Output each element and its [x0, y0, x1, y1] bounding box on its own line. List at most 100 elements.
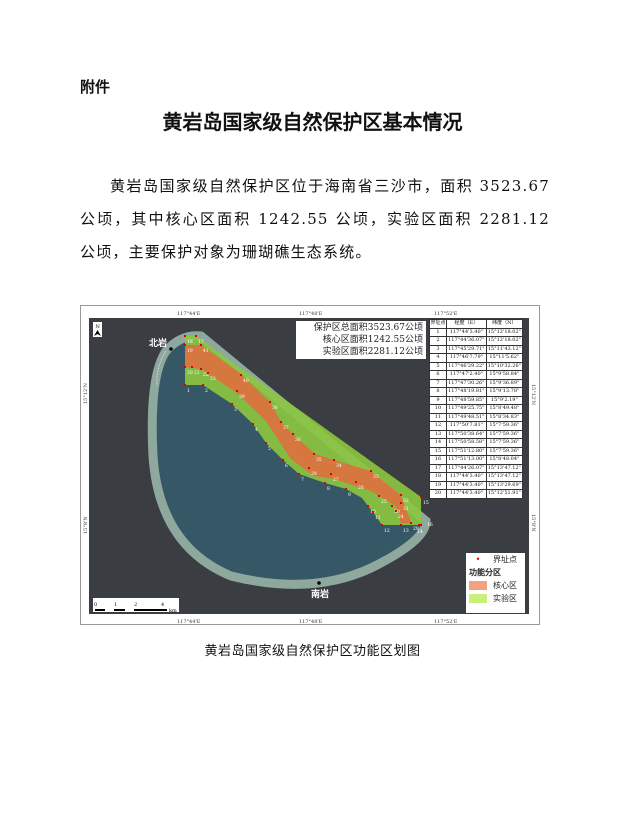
- boundary-point-label: 15: [423, 500, 429, 506]
- table-cell: 15°12'18.02": [485, 327, 524, 337]
- table-cell: 15°8'48.04": [485, 455, 524, 465]
- boundary-point: [400, 494, 402, 496]
- table-cell: 18: [429, 472, 447, 482]
- zoning-map: 18 17 19 41 20 21 22 23 1 2 40 3 39 4 38 5 37 6 36 35 7 34 8 33…: [80, 305, 540, 625]
- table-cell: 117°44'26.07": [445, 463, 487, 473]
- boundary-point-label: 6: [285, 463, 288, 469]
- table-cell: 15°11'5.62": [485, 353, 524, 363]
- boundary-point-label: 28: [311, 471, 317, 477]
- right-tick: 15°8'N: [530, 514, 536, 532]
- table-cell: 117°44'3.40": [445, 480, 487, 490]
- right-tick: 15°12'N: [530, 384, 536, 406]
- boundary-point-label: 34: [336, 463, 342, 469]
- table-cell: 4: [429, 353, 447, 363]
- boundary-point: [207, 372, 209, 374]
- table-cell: 15°7'59.36": [485, 429, 524, 439]
- boundary-point-label: 21: [194, 370, 200, 376]
- boundary-point-label: 3: [234, 407, 237, 413]
- table-cell: 117°44'36.07": [445, 336, 487, 346]
- north-arrow-shape: [94, 330, 101, 336]
- experimental-area: 实验区面积2281.12公顷: [322, 347, 423, 357]
- table-cell: 15°11'43.12": [485, 344, 524, 354]
- bottom-tick: 117°48'E: [299, 619, 323, 625]
- legend-label: 核心区: [493, 581, 517, 590]
- boundary-point: [282, 459, 284, 461]
- table-cell: 15°8'49.48": [485, 404, 524, 414]
- left-tick: 15°12'N: [83, 382, 89, 404]
- legend-experimental: 实验区: [466, 592, 525, 605]
- table-cell: 117°46'29.22": [445, 361, 487, 371]
- table-cell: 15°10'32.26": [485, 361, 524, 371]
- boundary-point: [269, 401, 271, 403]
- scale-label: 1: [114, 602, 117, 608]
- scale-bar-segment: [105, 609, 114, 611]
- legend-core: 核心区: [466, 579, 525, 592]
- boundary-point: [195, 335, 197, 337]
- boundary-point-label: 1: [187, 388, 190, 394]
- boundary-point: [191, 366, 193, 368]
- boundary-point: [313, 453, 315, 455]
- table-row: 12 117°50'7.81" 15°7'59.36": [429, 421, 524, 431]
- table-header: 纬度（N）: [485, 319, 524, 329]
- boundary-point-label: 16: [427, 522, 433, 528]
- table-cell: 117°50'58.58": [445, 438, 487, 448]
- table-row: 10 117°49'25.75" 15°8'49.48": [429, 404, 524, 414]
- south-rock-label: 南岩: [311, 588, 329, 600]
- table-cell: 15°7'59.36": [485, 438, 524, 448]
- core-area: 核心区面积1242.55公顷: [322, 335, 423, 345]
- boundary-point: [370, 470, 372, 472]
- boundary-coordinates-table: 界址点 经度（E） 纬度（N） 1 117°44'3.40" 15°12'18.02…: [429, 319, 524, 499]
- table-cell: 117°44'3.40": [445, 472, 487, 482]
- boundary-point: [200, 368, 202, 370]
- scale-bar-segment: [125, 609, 134, 611]
- area-summary-box: 保护区总面积3523.67公顷 核心区面积1242.55公顷 实验区面积2281…: [296, 321, 426, 359]
- page-title: 黄岩岛国家级自然保护区基本情况: [162, 110, 463, 134]
- boundary-point: [236, 390, 238, 392]
- left-tick: 15°8'N: [83, 516, 89, 534]
- boundary-point: [280, 421, 282, 423]
- reef-edge: [156, 350, 167, 387]
- boundary-point: [184, 344, 186, 346]
- boundary-point-label: 5: [268, 446, 271, 452]
- table-row: 6 117°47'2.40" 15°9'58.84": [429, 370, 524, 380]
- boundary-point-label: 36: [295, 437, 301, 443]
- table-cell: 15°13'47.12": [485, 472, 524, 482]
- boundary-point: [240, 374, 242, 376]
- table-cell: 15°9'36.89": [485, 378, 524, 388]
- table-cell: 8: [429, 387, 447, 397]
- north-rock-dot: [169, 347, 173, 351]
- table-cell: 14: [429, 438, 447, 448]
- boundary-point: [420, 496, 422, 498]
- table-cell: 2: [429, 336, 447, 346]
- legend-title: 功能分区: [469, 567, 501, 577]
- boundary-point: [265, 442, 267, 444]
- table-row: 16 117°51'13.00" 15°8'48.04": [429, 455, 524, 465]
- boundary-point-label: 26: [358, 485, 364, 491]
- experimental-swatch: [469, 594, 487, 603]
- boundary-point: [231, 403, 233, 405]
- boundary-point-label: 27: [333, 477, 339, 483]
- legend-label: 界址点: [493, 555, 517, 564]
- boundary-point-label: 35: [316, 457, 322, 463]
- table-cell: 19: [429, 480, 447, 490]
- point-icon: •: [475, 555, 481, 564]
- boundary-point: [324, 482, 326, 484]
- boundary-point: [420, 524, 422, 526]
- table-row: 2 117°44'36.07" 15°12'18.02": [429, 336, 524, 346]
- table-row: 4 117°46'7.79" 15°11'5.62": [429, 353, 524, 363]
- table-cell: 10: [429, 404, 447, 414]
- table-cell: 20: [429, 489, 447, 499]
- north-arrow-icon: [93, 322, 102, 337]
- table-cell: 15: [429, 446, 447, 456]
- boundary-point-label: 18: [187, 339, 193, 345]
- table-cell: 1: [429, 327, 447, 337]
- boundary-point: [355, 481, 357, 483]
- boundary-point: [184, 384, 186, 386]
- table-row: 17 117°44'26.07" 15°13'47.12": [429, 463, 524, 473]
- top-tick: 117°52'E: [434, 311, 458, 317]
- table-row: 1 117°44'3.40" 15°12'18.02": [429, 327, 524, 337]
- top-tick: 117°48'E: [299, 311, 323, 317]
- table-cell: 117°44'3.40": [445, 489, 487, 499]
- table-cell: 17: [429, 463, 447, 473]
